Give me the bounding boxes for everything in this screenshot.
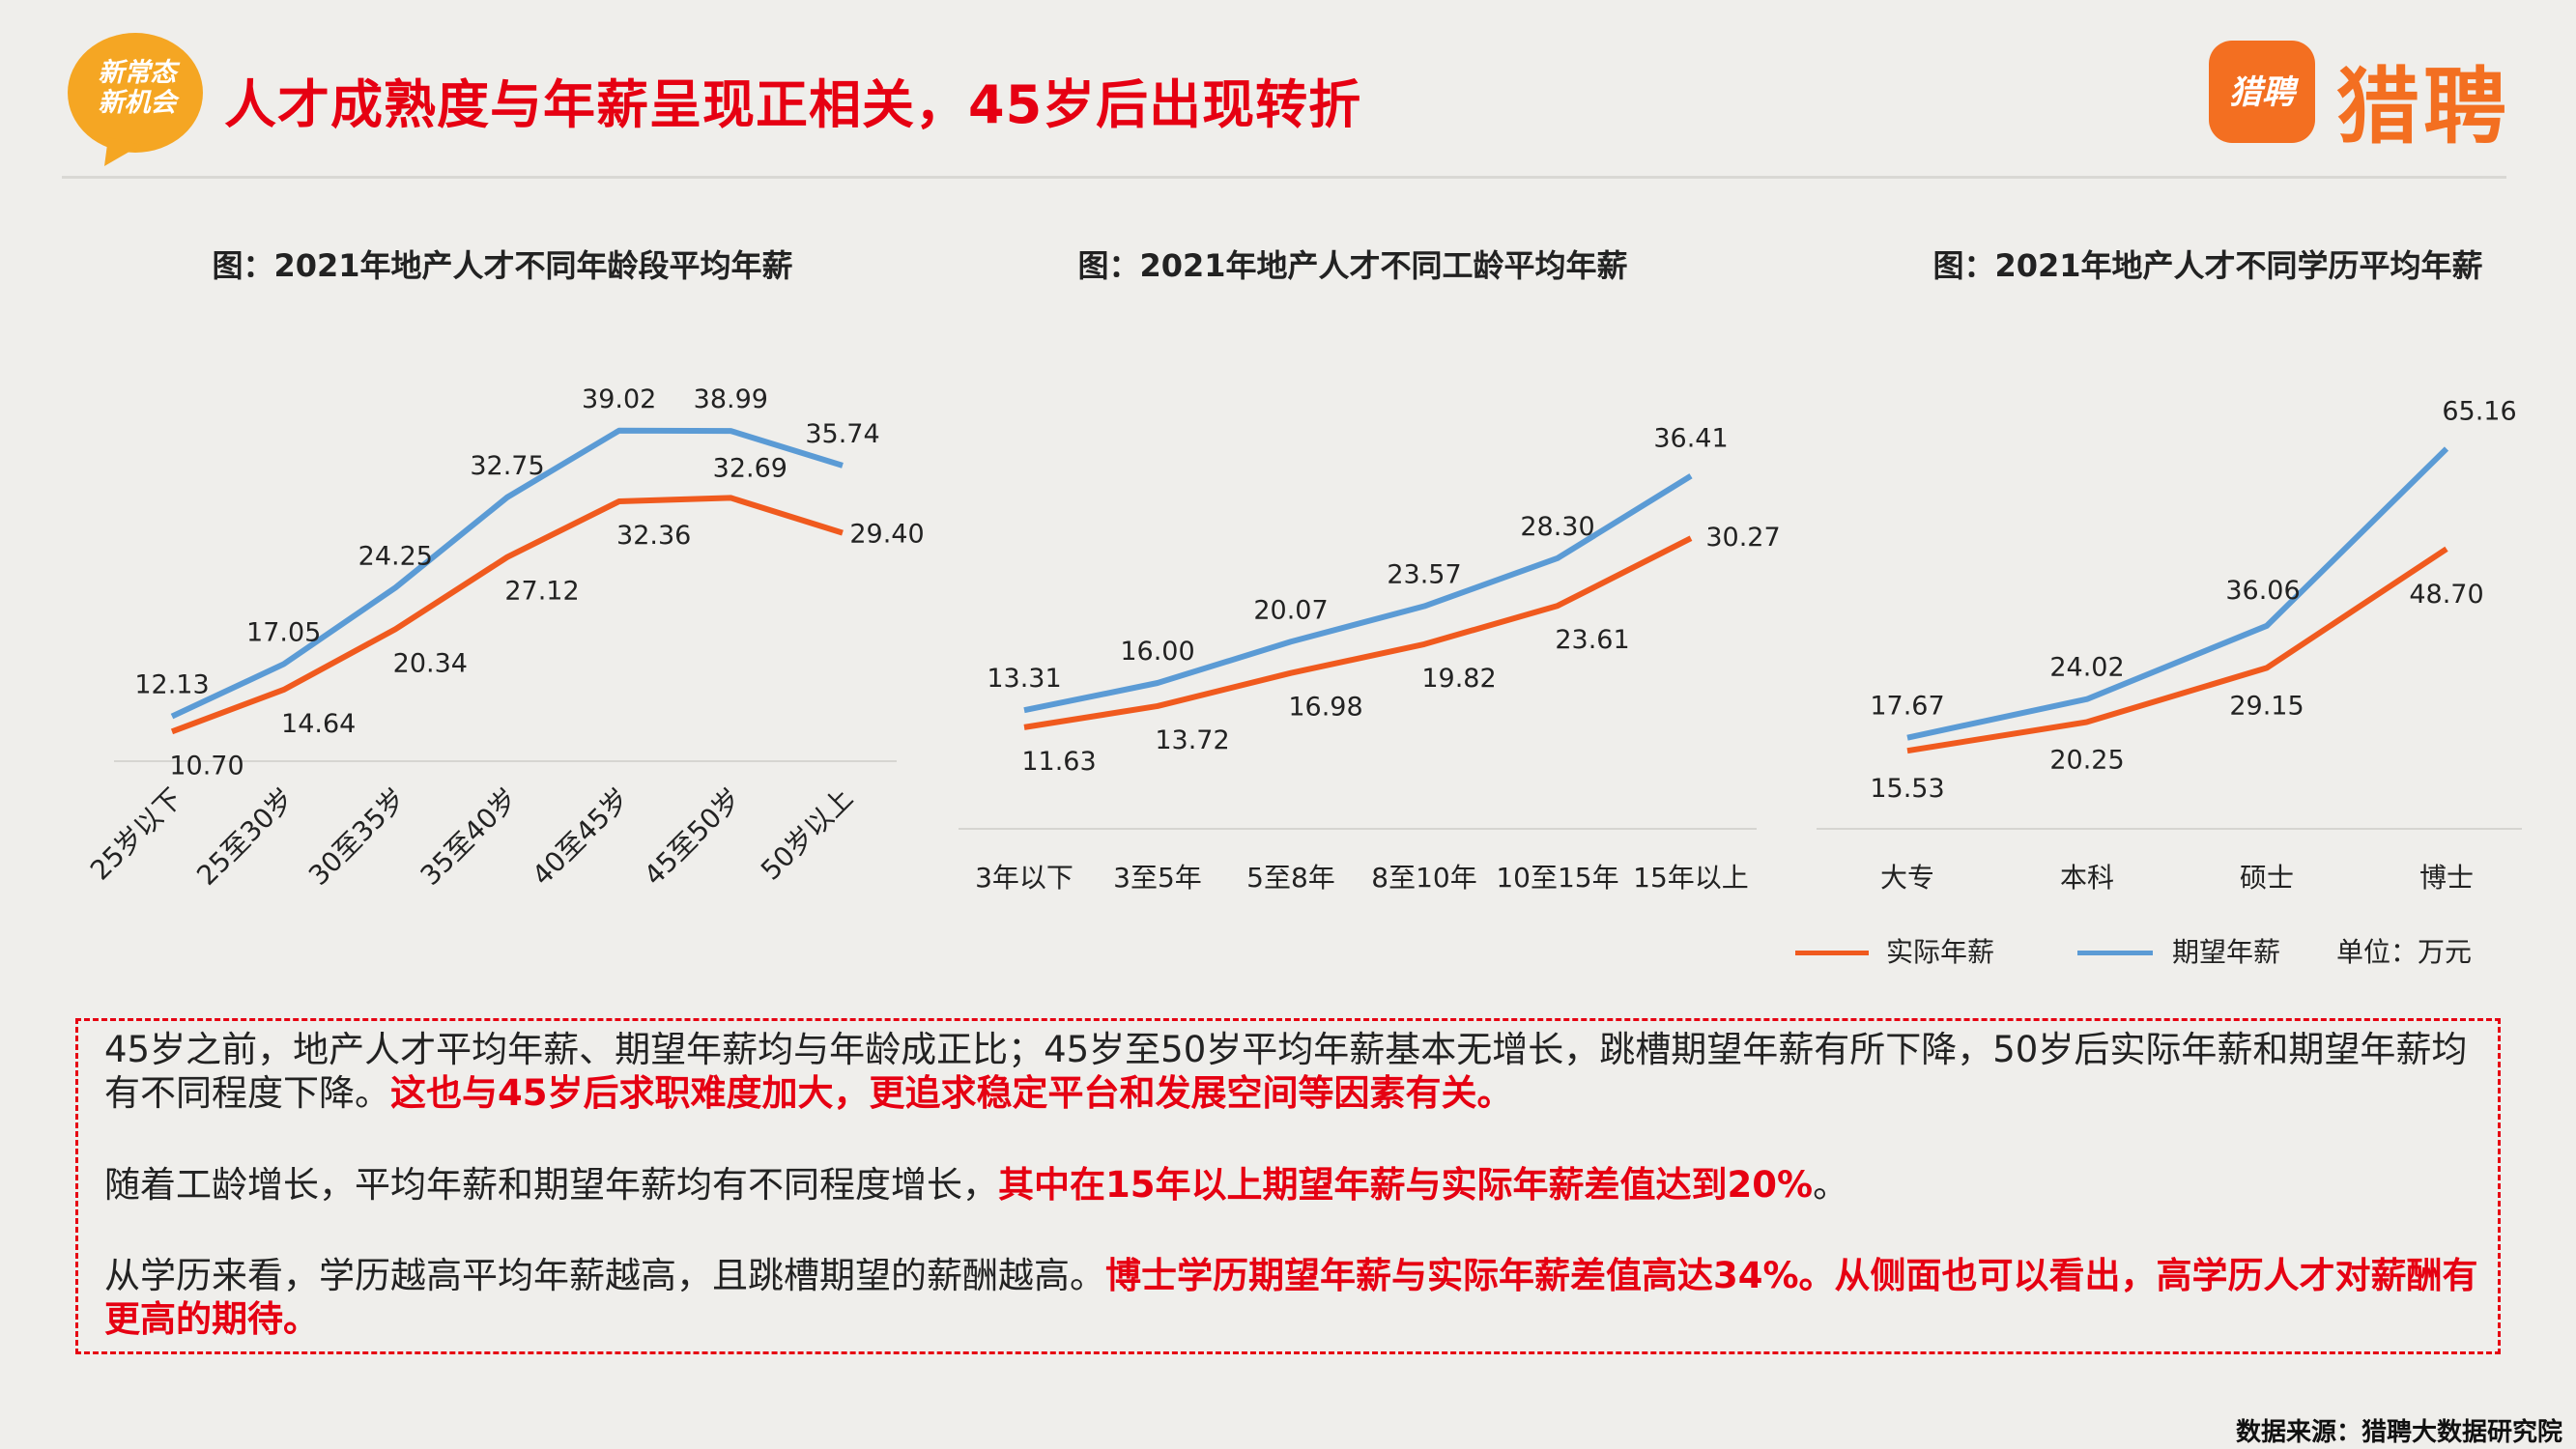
x-tick-label: 35至40岁 <box>415 782 524 892</box>
data-label: 13.31 <box>987 664 1061 694</box>
chart-2: 15.53 20.25 29.15 48.70 17.67 24.02 36.06 65.16… <box>1817 396 2522 894</box>
data-label: 16.98 <box>1288 693 1362 723</box>
series-line-actual <box>170 495 844 735</box>
chart-1: 11.63 13.72 16.98 19.82 23.61 30.27 13.31 16.00… <box>959 424 1781 894</box>
summary-paragraph-age: 45岁之前，地产人才平均年薪、期望年薪均与年龄成正比；45岁至50岁平均年薪基本… <box>104 1029 2468 1114</box>
data-label: 30.27 <box>1705 523 1780 553</box>
brand-badge-text: 新常态 新机会 <box>83 58 191 118</box>
data-label: 15.53 <box>1870 774 1944 804</box>
data-label: 24.25 <box>358 541 433 571</box>
data-label: 48.70 <box>2409 580 2483 610</box>
data-label: 10.70 <box>169 751 243 781</box>
data-label: 13.72 <box>1155 725 1229 755</box>
summary-box <box>75 1018 2501 1354</box>
data-label: 20.07 <box>1253 595 1328 625</box>
data-label: 17.67 <box>1870 692 1944 722</box>
x-tick-label: 40至45岁 <box>526 782 635 892</box>
data-label: 19.82 <box>1421 664 1496 694</box>
x-tick-label: 25至30岁 <box>190 782 300 892</box>
brand-badge-icon <box>68 33 203 166</box>
x-tick-label: 本科 <box>2060 862 2114 894</box>
x-tick-label: 50岁以上 <box>755 782 859 887</box>
data-label: 38.99 <box>694 384 768 414</box>
x-tick-label: 10至15年 <box>1496 862 1618 894</box>
chart-0: 10.70 14.64 20.34 27.12 32.36 32.69 29.40 12.13… <box>84 384 925 892</box>
summary-paragraph-education: 从学历来看，学历越高平均年薪越高，且跳槽期望的薪酬越高。博士学历期望年薪与实际年… <box>104 1255 2478 1340</box>
data-label: 23.61 <box>1555 625 1629 655</box>
data-label: 32.75 <box>470 451 544 481</box>
x-tick-label: 大专 <box>1880 862 1934 894</box>
page-title: 人才成熟度与年薪呈现正相关，45岁后出现转折 <box>224 74 1362 135</box>
data-label: 35.74 <box>805 419 879 449</box>
chart-title-tenure: 图：2021年地产人才不同工龄平均年薪 <box>1077 247 1628 284</box>
logo-icon-text: 猎聘 <box>2229 73 2295 112</box>
x-tick-label: 5至8年 <box>1246 862 1335 894</box>
data-label: 24.02 <box>2049 653 2124 683</box>
badge-line-2: 新机会 <box>98 88 177 118</box>
data-label: 39.02 <box>582 384 656 414</box>
logo-wordmark: 猎聘 <box>2336 59 2510 156</box>
data-label: 36.41 <box>1653 424 1728 454</box>
data-label: 17.05 <box>246 617 321 647</box>
legend-expected-label: 期望年薪 <box>2172 936 2281 968</box>
chart-title-education: 图：2021年地产人才不同学历平均年薪 <box>1932 247 2483 284</box>
data-label: 29.15 <box>2229 691 2304 721</box>
liepin-logo-icon <box>2209 41 2315 143</box>
data-label: 32.36 <box>616 521 691 551</box>
legend-unit: 单位：万元 <box>2336 936 2473 968</box>
line-charts: 10.70 14.64 20.34 27.12 32.36 32.69 29.40 12.13… <box>84 384 2522 894</box>
header-divider <box>62 176 2506 179</box>
x-tick-label: 3至5年 <box>1113 862 1202 894</box>
data-label: 16.00 <box>1120 637 1194 667</box>
x-tick-label: 25岁以下 <box>84 782 188 887</box>
data-label: 23.57 <box>1387 560 1461 590</box>
chart-title-age: 图：2021年地产人才不同年龄段平均年薪 <box>212 247 793 284</box>
data-label: 20.34 <box>393 648 468 678</box>
x-tick-label: 30至35岁 <box>302 782 412 892</box>
x-tick-label: 45至50岁 <box>638 782 747 892</box>
data-label: 28.30 <box>1520 512 1594 542</box>
data-label: 65.16 <box>2442 396 2516 426</box>
x-tick-label: 8至10年 <box>1371 862 1476 894</box>
series-line-expected <box>170 427 844 720</box>
x-tick-label: 博士 <box>2419 862 2474 894</box>
series-line-expected <box>1906 446 2449 741</box>
data-label: 11.63 <box>1021 747 1096 777</box>
x-tick-label: 硕士 <box>2240 862 2294 894</box>
data-label: 36.06 <box>2225 576 2300 606</box>
series-line-actual <box>1906 546 2448 754</box>
data-label: 20.25 <box>2049 745 2124 775</box>
series-line-actual <box>1023 535 1693 730</box>
legend-actual-swatch <box>1795 951 1869 955</box>
data-label: 29.40 <box>849 520 924 550</box>
data-label: 27.12 <box>504 577 579 607</box>
data-label: 14.64 <box>281 709 356 739</box>
data-label: 12.13 <box>134 670 209 700</box>
summary-paragraph-tenure: 随着工龄增长，平均年薪和期望年薪均有不同程度增长，其中在15年以上期望年薪与实际… <box>104 1164 1849 1206</box>
legend-actual-label: 实际年薪 <box>1886 936 1995 968</box>
legend-expected-swatch <box>2077 951 2153 955</box>
x-tick-label: 15年以上 <box>1633 862 1749 894</box>
x-tick-label: 3年以下 <box>975 862 1073 894</box>
series-line-expected <box>1023 473 1693 714</box>
badge-line-1: 新常态 <box>98 58 177 88</box>
data-label: 32.69 <box>713 453 787 483</box>
data-source: 数据来源：猎聘大数据研究院 <box>2235 1418 2562 1447</box>
